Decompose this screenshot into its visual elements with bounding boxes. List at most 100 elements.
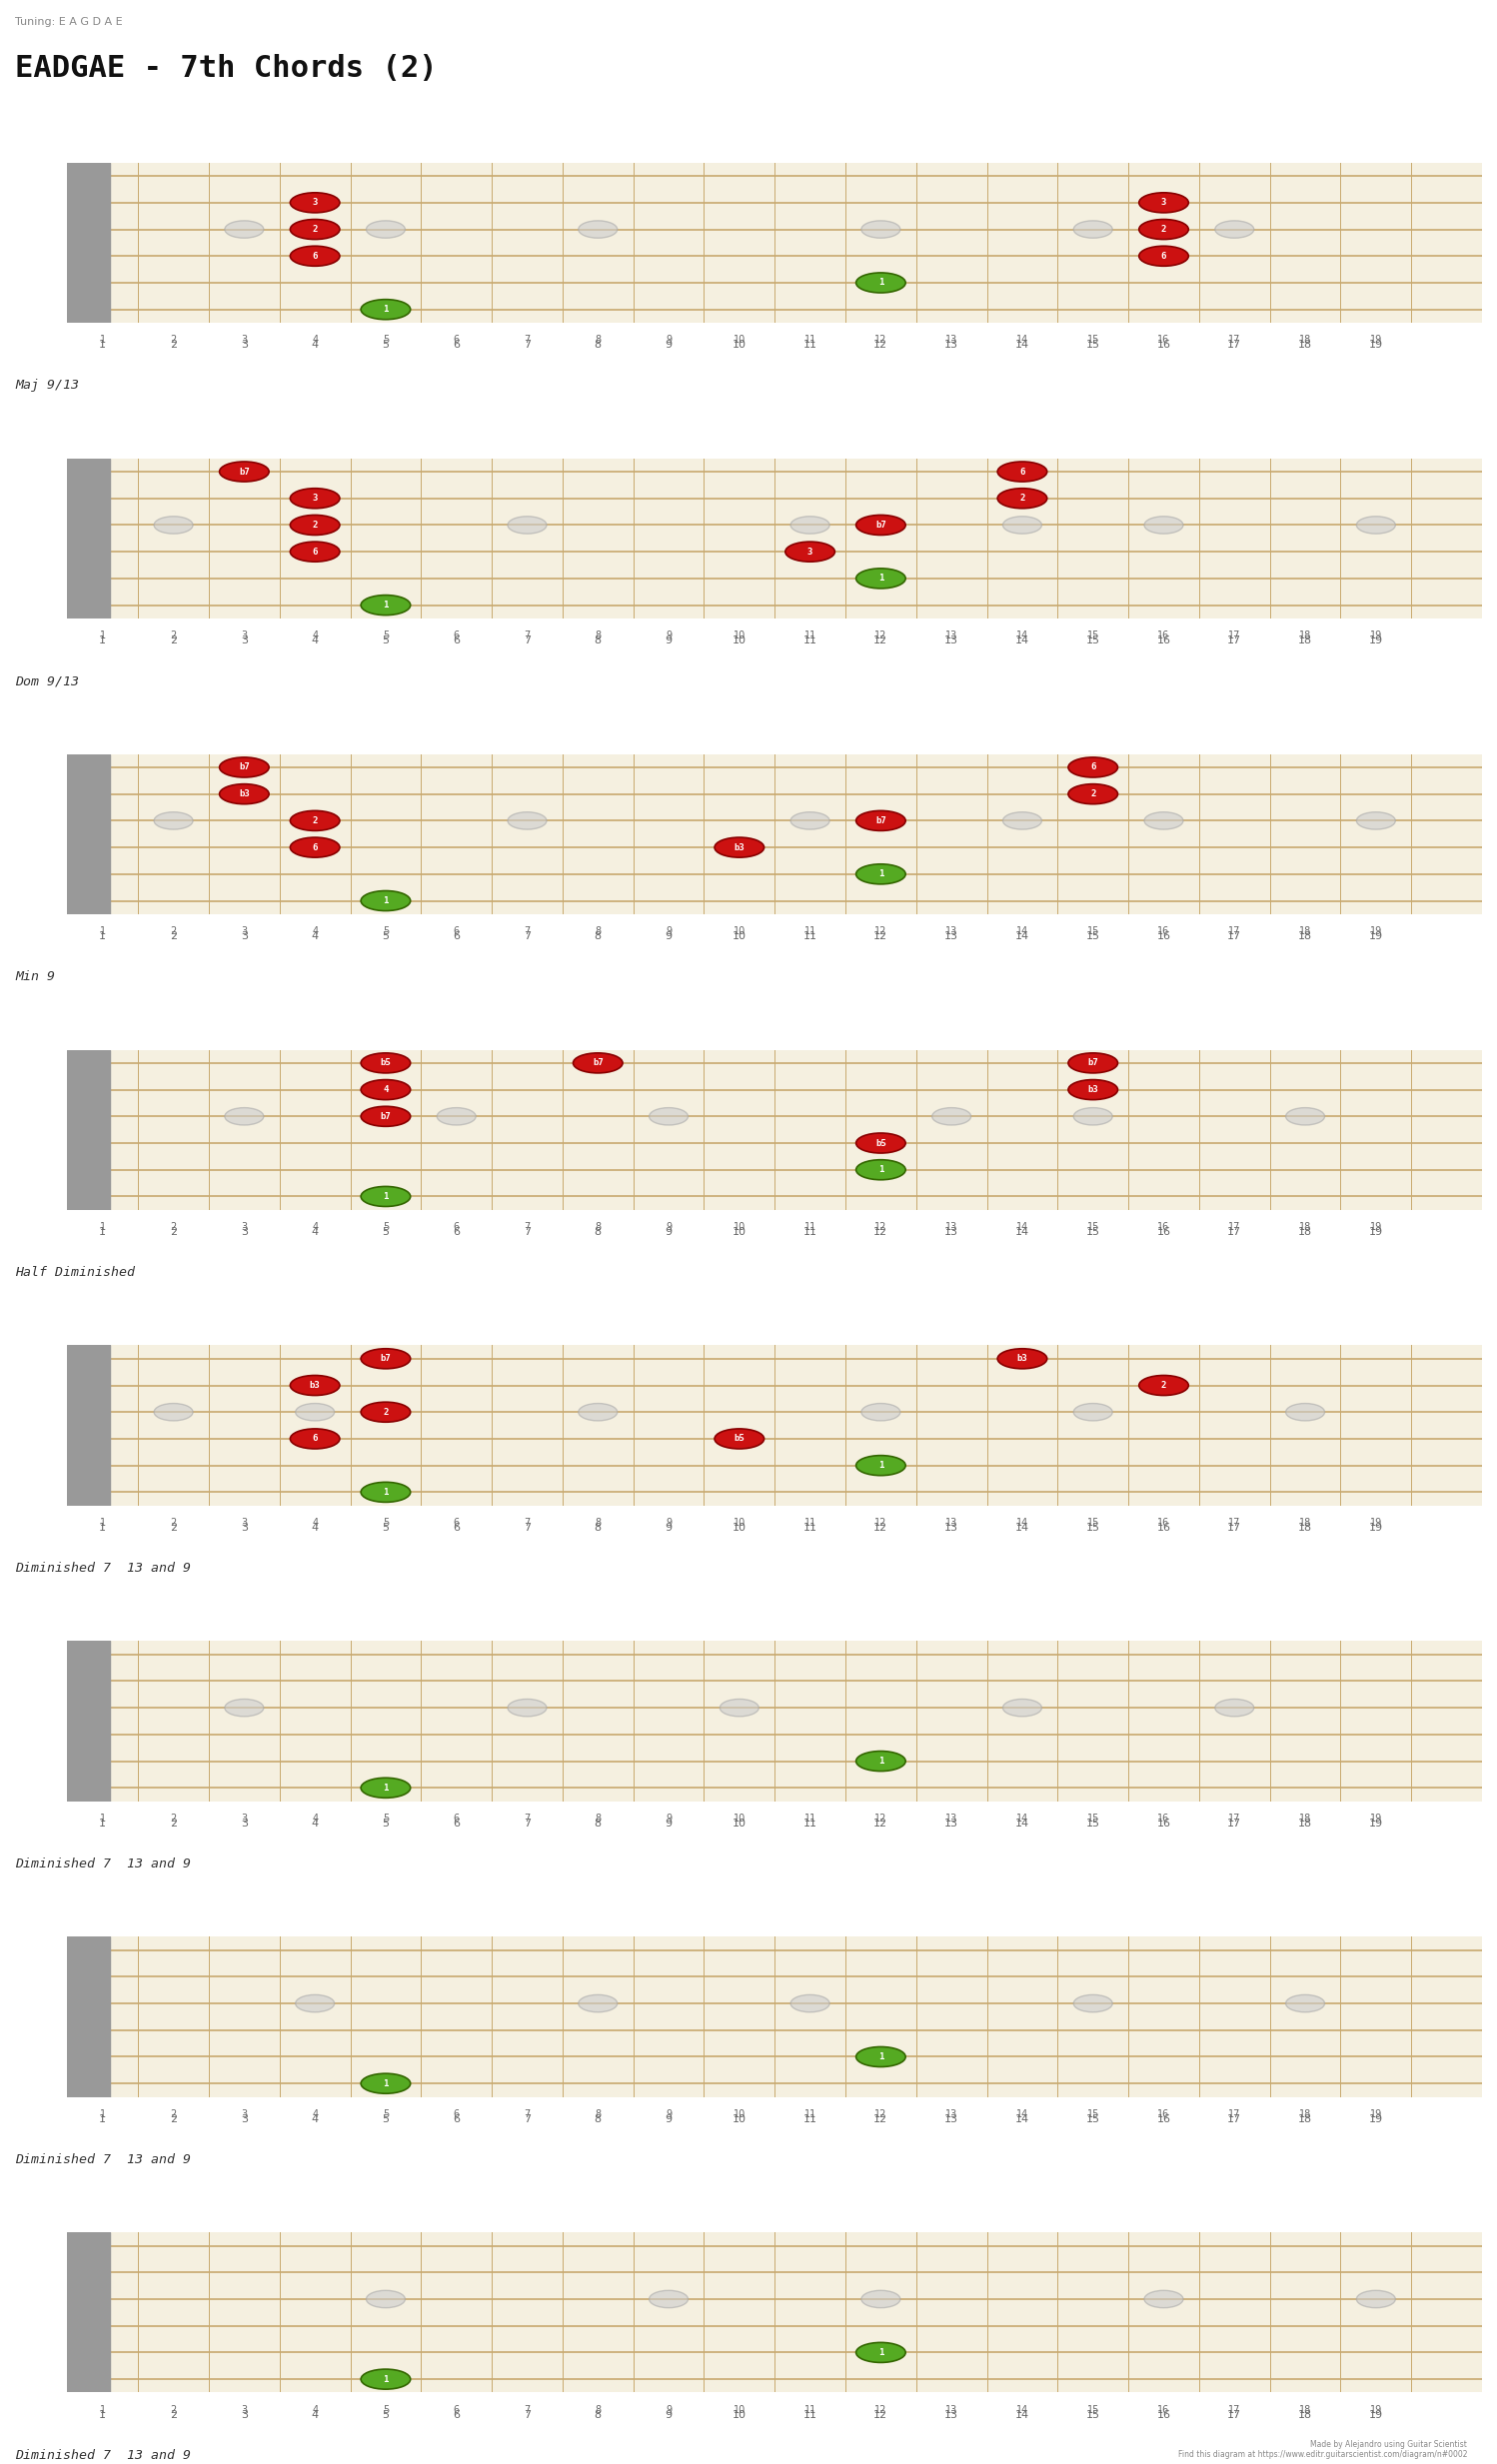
Text: 2: 2 [383,1407,388,1417]
Text: 8: 8 [594,335,600,345]
Text: 4: 4 [311,1814,317,1823]
Text: 2: 2 [169,1227,177,1237]
Text: 3: 3 [241,1818,247,1828]
Text: 13: 13 [945,2114,958,2124]
Text: 1: 1 [99,2114,106,2124]
Text: 8: 8 [594,1518,600,1528]
Text: 3: 3 [241,2405,247,2415]
Text: 19: 19 [1370,1518,1382,1528]
Ellipse shape [856,569,906,589]
Text: 7: 7 [524,2405,530,2415]
Text: b5: b5 [876,1138,886,1148]
Text: 3: 3 [241,1814,247,1823]
Text: 10: 10 [732,1818,747,1828]
Ellipse shape [1073,1109,1112,1126]
Text: 11: 11 [804,631,816,641]
Text: 17: 17 [1228,1227,1241,1237]
Text: 7: 7 [524,335,530,345]
Text: 9: 9 [665,1227,672,1237]
Text: 18: 18 [1299,1518,1311,1528]
Text: 3: 3 [241,1222,247,1232]
Text: 19: 19 [1368,1818,1383,1828]
Text: 7: 7 [524,926,530,936]
Text: 14: 14 [1015,636,1030,646]
Text: 7: 7 [524,1518,530,1528]
Ellipse shape [1144,2292,1183,2309]
Ellipse shape [361,1188,410,1207]
Text: 15: 15 [1085,2114,1100,2124]
Ellipse shape [1003,1700,1042,1717]
Text: 9: 9 [665,1818,672,1828]
Text: 4: 4 [311,340,319,350]
Text: 2: 2 [171,1518,177,1528]
Text: 14: 14 [1016,926,1028,936]
FancyBboxPatch shape [67,458,109,618]
Ellipse shape [650,2292,689,2309]
Text: b3: b3 [734,843,744,853]
Ellipse shape [290,219,340,239]
Text: 4: 4 [311,1523,319,1533]
Ellipse shape [790,813,829,830]
Text: 6: 6 [454,926,460,936]
Text: 11: 11 [804,2109,816,2119]
Ellipse shape [154,813,193,830]
Text: 2: 2 [169,2114,177,2124]
Text: 17: 17 [1228,340,1241,350]
Ellipse shape [361,1402,410,1422]
Text: 19: 19 [1368,340,1383,350]
Text: Maj 9/13: Maj 9/13 [15,379,79,392]
Ellipse shape [1069,1052,1118,1072]
Ellipse shape [1216,1700,1254,1717]
Text: 11: 11 [802,2410,817,2420]
Text: 1: 1 [383,1488,388,1496]
Text: 2: 2 [313,520,317,530]
Text: 17: 17 [1228,2405,1241,2415]
Text: 18: 18 [1298,2114,1313,2124]
Text: 6: 6 [313,1434,317,1444]
Text: Diminished 7  13 and 9: Diminished 7 13 and 9 [15,1858,190,1870]
FancyBboxPatch shape [67,2232,109,2393]
Ellipse shape [856,515,906,535]
Text: Min 9: Min 9 [15,971,55,983]
Text: 3: 3 [313,197,317,207]
Text: 4: 4 [311,2405,317,2415]
Ellipse shape [578,222,617,239]
Ellipse shape [361,301,410,320]
Text: 6: 6 [454,1518,460,1528]
Text: 19: 19 [1368,2114,1383,2124]
Ellipse shape [290,838,340,857]
Text: 9: 9 [665,2114,672,2124]
Text: 18: 18 [1299,1222,1311,1232]
Text: 15: 15 [1087,2109,1099,2119]
Text: 10: 10 [732,340,747,350]
Text: 17: 17 [1228,2410,1241,2420]
Ellipse shape [790,1996,829,2013]
Text: 11: 11 [802,1523,817,1533]
Text: 11: 11 [804,1814,816,1823]
Text: 14: 14 [1016,631,1028,641]
Text: Dom 9/13: Dom 9/13 [15,675,79,687]
Ellipse shape [856,865,906,885]
Text: 10: 10 [734,926,746,936]
Text: 4: 4 [311,2114,319,2124]
Text: 2: 2 [1019,493,1025,503]
Ellipse shape [154,517,193,535]
Ellipse shape [367,2292,406,2309]
Text: 5: 5 [383,1518,389,1528]
Text: b7: b7 [876,816,886,825]
Text: 15: 15 [1087,1518,1099,1528]
Text: 15: 15 [1087,926,1099,936]
Text: Half Diminished: Half Diminished [15,1266,135,1279]
Text: 1: 1 [99,340,106,350]
Text: 16: 16 [1157,636,1171,646]
Text: 2: 2 [171,631,177,641]
Text: 11: 11 [802,1818,817,1828]
Text: 8: 8 [594,631,600,641]
Text: 3: 3 [241,340,247,350]
Text: 10: 10 [734,335,746,345]
Ellipse shape [1144,813,1183,830]
Text: 19: 19 [1370,2405,1382,2415]
Text: 1: 1 [383,2375,388,2383]
Ellipse shape [437,1109,476,1126]
Text: 16: 16 [1157,2114,1171,2124]
